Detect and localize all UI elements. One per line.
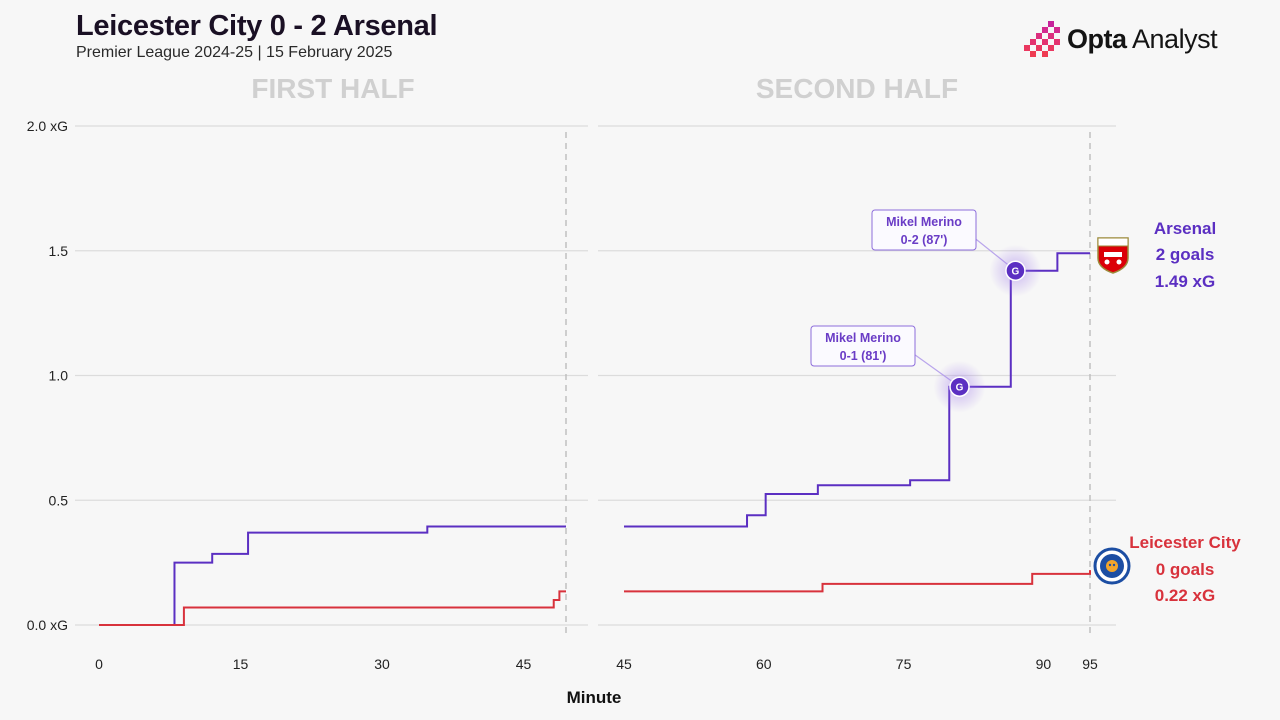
- x-tick-label: 45: [516, 656, 532, 672]
- leicester-crest-icon: [1093, 547, 1131, 585]
- xg-lines: [99, 252, 1091, 626]
- goal-marker: G Mikel Merino 0-1 (81'): [810, 325, 986, 413]
- goal-dot: [949, 376, 970, 397]
- arsenal-crest-icon: [1097, 237, 1129, 274]
- leicester-summary: Leicester City 0 goals 0.22 xG: [1129, 533, 1241, 605]
- leicester-first-half-line: [99, 590, 566, 626]
- goal-callout-box: [810, 325, 916, 367]
- x-tick-label: 30: [374, 656, 390, 672]
- leicester-summary-goals: 0 goals: [1156, 560, 1215, 579]
- x-tick-label: 95: [1082, 656, 1098, 672]
- leicester-second-half-line: [624, 570, 1091, 593]
- y-axis-ticks: 0.0 xG 0.5 1.0 1.5 2.0 xG: [27, 118, 68, 633]
- x-tick-label: 60: [756, 656, 772, 672]
- y-tick-label: 2.0 xG: [27, 118, 68, 134]
- goal-scorer: Mikel Merino: [886, 215, 962, 229]
- y-tick-label: 0.5: [49, 492, 69, 508]
- goal-callout-box: [871, 209, 977, 251]
- x-axis-ticks: 0 15 30 45 45 60 75 90 95: [95, 656, 1098, 672]
- arsenal-summary: Arsenal 2 goals 1.49 xG: [1154, 219, 1216, 291]
- x-axis-label: Minute: [567, 688, 622, 707]
- panel-title-second-half: SECOND HALF: [756, 73, 958, 104]
- arsenal-summary-goals: 2 goals: [1156, 245, 1215, 264]
- page-subtitle: Premier League 2024-25 | 15 February 202…: [76, 44, 393, 61]
- page-title: Leicester City 0 - 2 Arsenal: [76, 10, 438, 42]
- goal-scorer: Mikel Merino: [825, 331, 901, 345]
- goal-score: 0-1 (81'): [840, 349, 887, 363]
- x-tick-label: 90: [1036, 656, 1052, 672]
- panel-title-first-half: FIRST HALF: [251, 73, 414, 104]
- opta-logo-icon: [1024, 21, 1060, 57]
- panel-titles: FIRST HALF SECOND HALF: [251, 73, 958, 104]
- brand-logo: Opta Analyst: [1022, 18, 1222, 62]
- y-tick-label: 0.0 xG: [27, 617, 68, 633]
- y-tick-label: 1.5: [49, 243, 69, 259]
- x-tick-label: 15: [233, 656, 249, 672]
- y-tick-label: 1.0: [49, 368, 69, 384]
- goal-marker: G Mikel Merino 0-2 (87'): [871, 209, 1042, 297]
- goal-dot-label: G: [956, 383, 964, 394]
- x-tick-label: 45: [616, 656, 632, 672]
- leicester-summary-name: Leicester City: [1129, 533, 1241, 552]
- arsenal-summary-xg: 1.49 xG: [1155, 272, 1216, 291]
- goal-dot: [1005, 260, 1026, 281]
- arsenal-first-half-line: [99, 525, 566, 626]
- x-tick-label: 0: [95, 656, 103, 672]
- goal-markers: G Mikel Merino 0-1 (81') G Mikel Merino 0-2 (…: [810, 209, 1042, 413]
- leicester-summary-xg: 0.22 xG: [1155, 586, 1216, 605]
- goal-dot-label: G: [1012, 267, 1020, 278]
- arsenal-summary-name: Arsenal: [1154, 219, 1216, 238]
- x-tick-label: 75: [896, 656, 912, 672]
- goal-score: 0-2 (87'): [901, 233, 948, 247]
- brand-name: Opta Analyst: [1067, 24, 1218, 54]
